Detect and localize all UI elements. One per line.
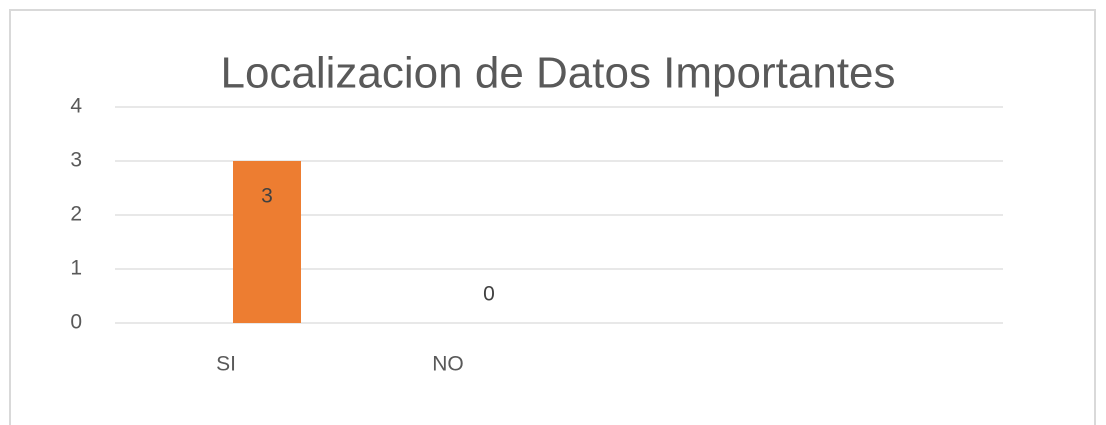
y-tick-label: 1 bbox=[70, 257, 82, 280]
chart-frame bbox=[9, 9, 1096, 425]
data-label: 0 bbox=[483, 283, 495, 306]
data-label: 3 bbox=[261, 185, 273, 208]
y-tick-label: 4 bbox=[70, 95, 82, 118]
chart-title: Localizacion de Datos Importantes bbox=[220, 49, 895, 98]
y-tick-label: 3 bbox=[70, 149, 82, 172]
x-tick-label: NO bbox=[432, 353, 464, 376]
x-tick-label: SI bbox=[216, 353, 236, 376]
y-tick-label: 0 bbox=[70, 311, 82, 334]
bar bbox=[233, 161, 301, 323]
y-tick-label: 2 bbox=[70, 203, 82, 226]
